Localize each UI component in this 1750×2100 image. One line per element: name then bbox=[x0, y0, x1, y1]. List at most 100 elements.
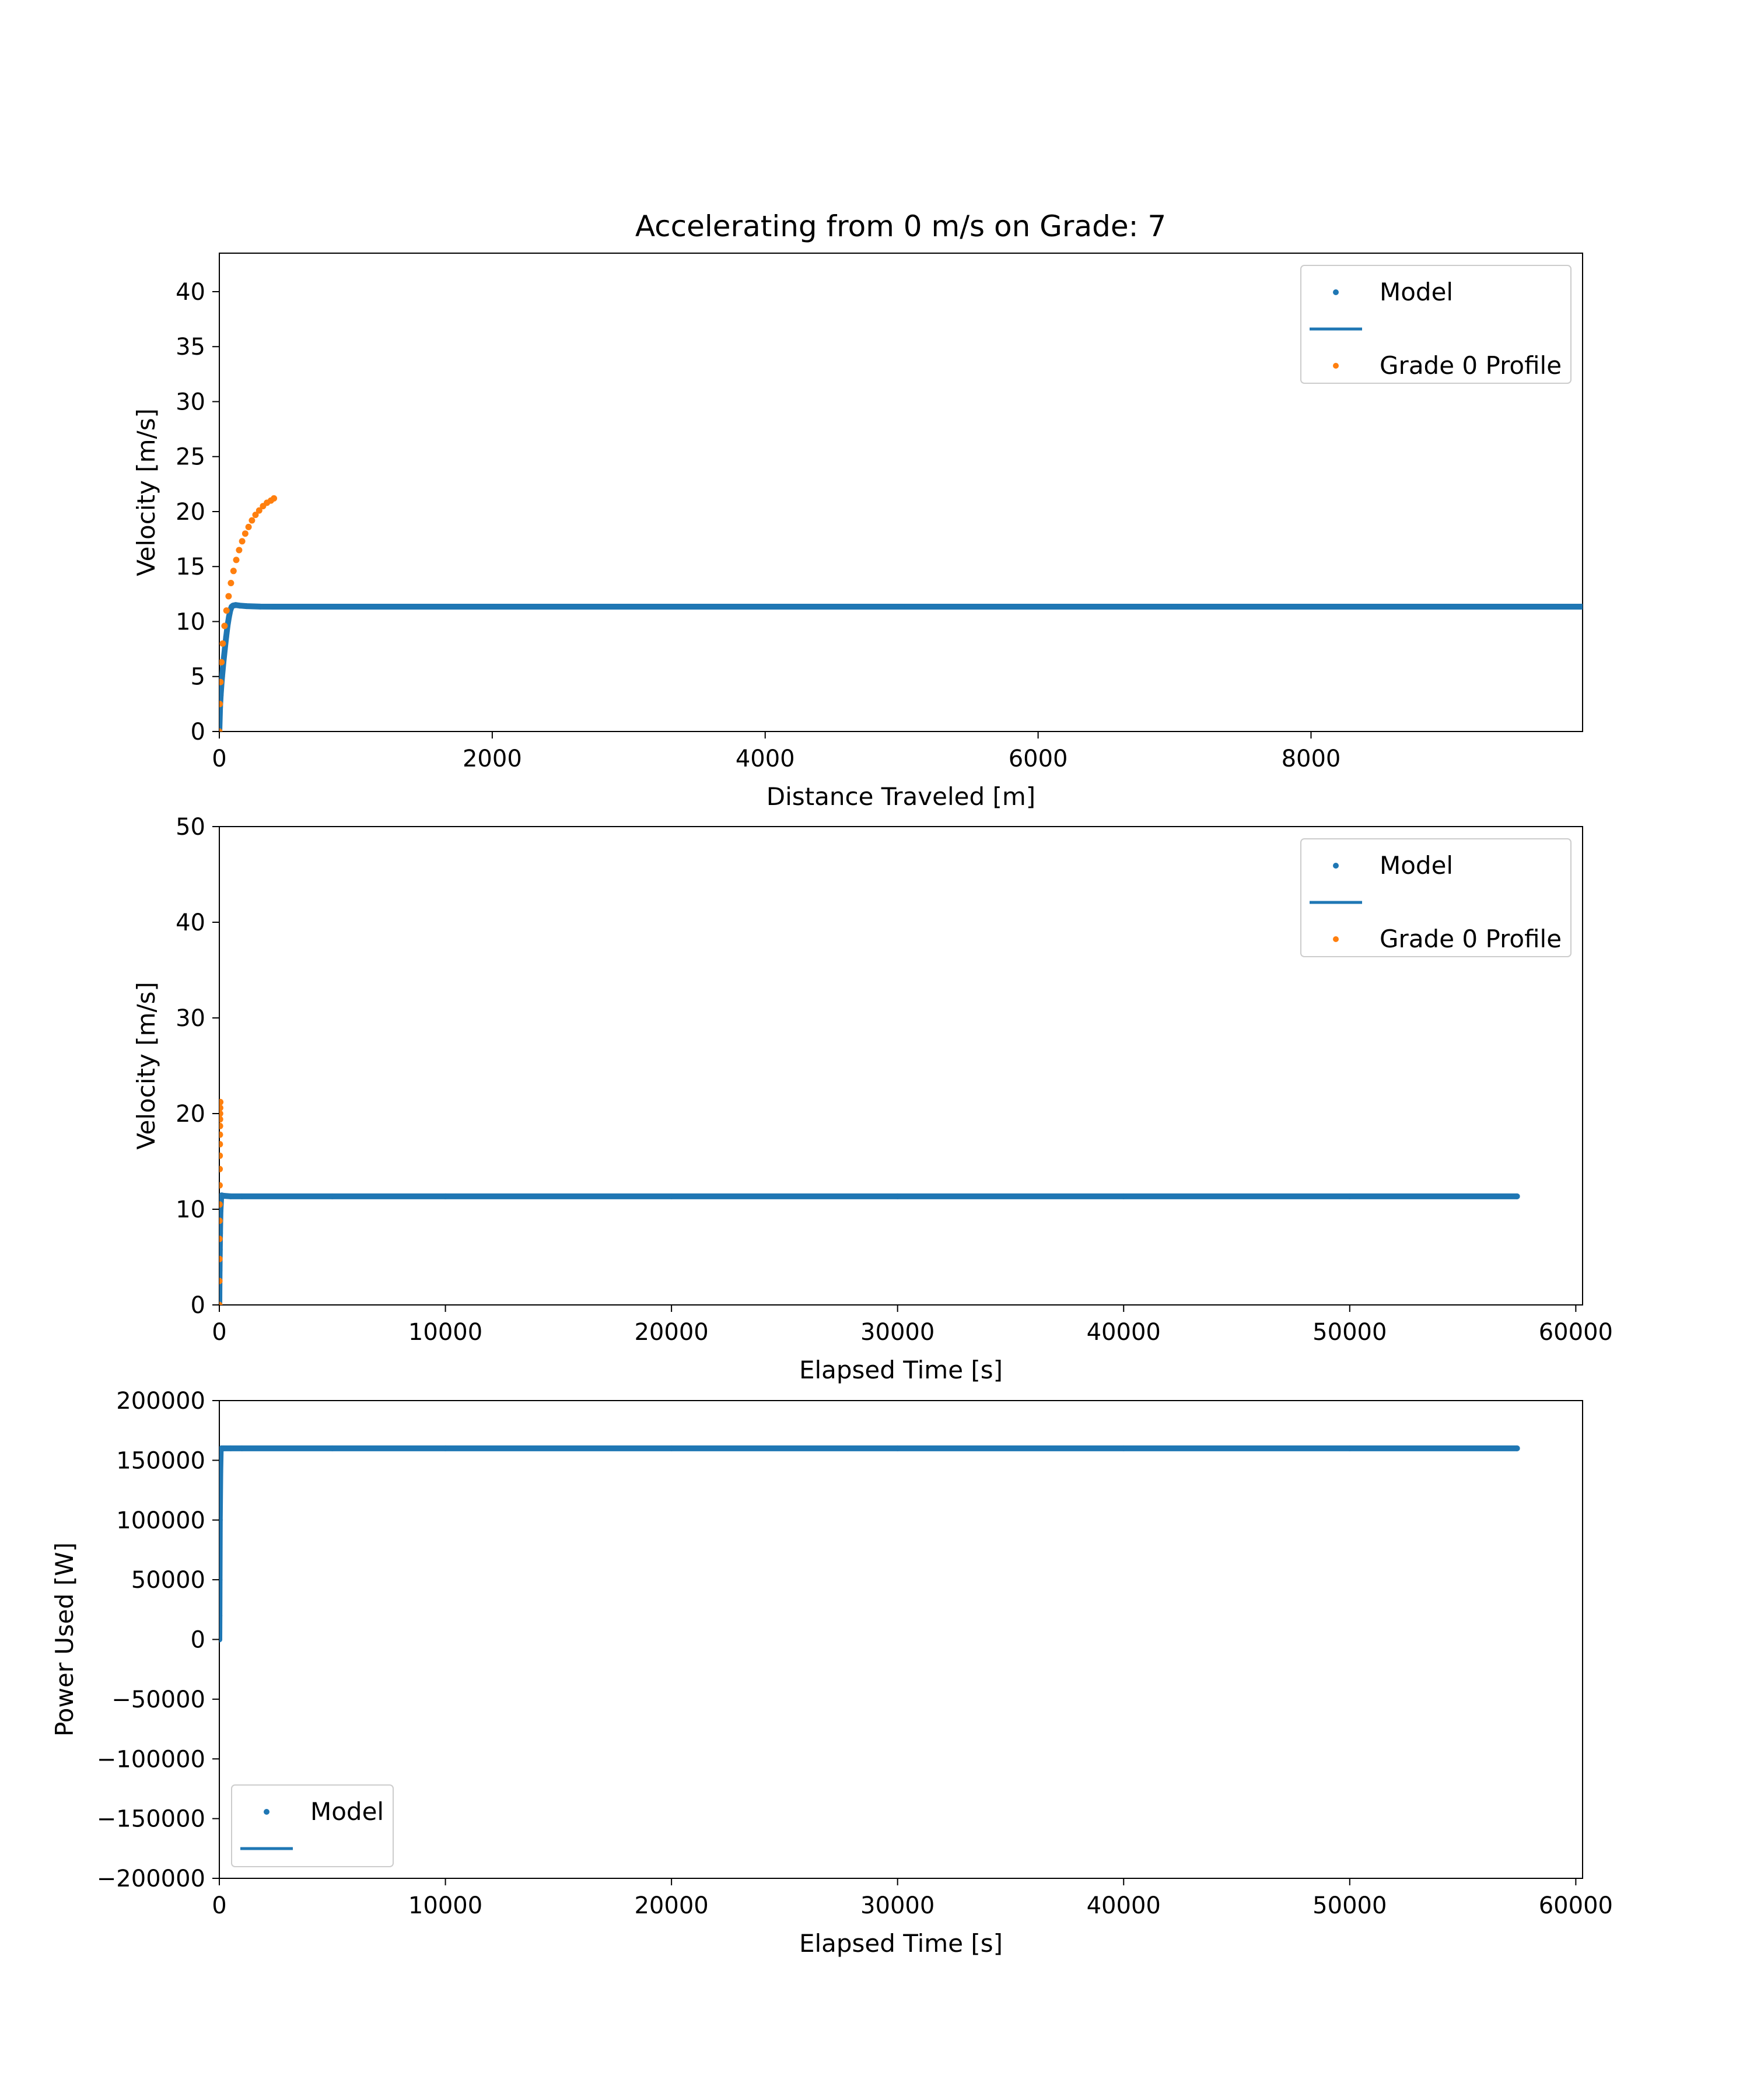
y-tick-label: 100000 bbox=[116, 1507, 205, 1534]
profile-point bbox=[219, 1104, 223, 1111]
profile-point bbox=[219, 1255, 223, 1262]
model-point bbox=[1121, 1445, 1127, 1451]
model-point bbox=[442, 1193, 449, 1199]
model-point bbox=[1514, 1445, 1520, 1451]
profile-point bbox=[249, 517, 256, 524]
x-tick-label: 50000 bbox=[1312, 1892, 1387, 1919]
x-axis-label: Elapsed Time [s] bbox=[799, 1356, 1003, 1384]
profile-point bbox=[271, 495, 278, 502]
profile-point bbox=[219, 1236, 223, 1242]
profile-point bbox=[252, 512, 259, 519]
y-tick-label: −50000 bbox=[111, 1686, 205, 1713]
legend: Model bbox=[231, 1784, 394, 1867]
model-point bbox=[219, 1469, 223, 1475]
y-tick-label: 0 bbox=[191, 1627, 205, 1654]
model-point bbox=[668, 1193, 675, 1199]
x-tick-label: 20000 bbox=[634, 1892, 708, 1919]
model-point bbox=[219, 1246, 223, 1252]
x-tick-label: 4000 bbox=[736, 746, 795, 772]
y-tick-label: 30 bbox=[176, 1005, 205, 1032]
legend-model-marker bbox=[1333, 863, 1339, 869]
y-axis-label: Velocity [m/s] bbox=[132, 982, 160, 1150]
y-tick-label: 200000 bbox=[116, 1388, 205, 1415]
profile-point bbox=[219, 1141, 223, 1147]
profile-point bbox=[242, 530, 249, 537]
model-point bbox=[219, 1636, 222, 1643]
y-tick-label: 30 bbox=[176, 388, 205, 415]
profile-point bbox=[219, 1217, 223, 1224]
x-tick-label: 0 bbox=[212, 746, 226, 772]
series-group bbox=[219, 495, 1583, 732]
velocity-time-panel: 0 10000 20000 30000 40000 50000 60000 0 10 20 30 40… bbox=[132, 814, 1613, 1384]
series-group bbox=[219, 1098, 1520, 1305]
x-tick-label: 60000 bbox=[1539, 1892, 1613, 1919]
chart-title: Accelerating from 0 m/s on Grade: 7 bbox=[635, 209, 1166, 243]
y-tick-label: 10 bbox=[176, 1196, 205, 1223]
y-axis-label: Power Used [W] bbox=[50, 1542, 79, 1737]
model-point bbox=[219, 1268, 223, 1273]
model-point bbox=[223, 634, 229, 640]
model-point bbox=[219, 692, 224, 698]
model-point bbox=[219, 1230, 223, 1236]
model-point bbox=[220, 1445, 227, 1451]
legend-profile-marker bbox=[1333, 363, 1339, 369]
profile-point bbox=[219, 1152, 223, 1159]
model-point bbox=[352, 604, 359, 610]
profile-point bbox=[219, 1278, 223, 1284]
y-tick-label: 15 bbox=[176, 554, 205, 580]
y-tick-label: 35 bbox=[176, 334, 205, 360]
model-point bbox=[250, 603, 257, 610]
model-point bbox=[1346, 1193, 1353, 1199]
profile-point bbox=[236, 547, 243, 554]
profile-point bbox=[219, 1110, 223, 1117]
x-tick-label: 40000 bbox=[1087, 1319, 1161, 1346]
profile-point bbox=[219, 1201, 223, 1208]
x-tick-label: 40000 bbox=[1087, 1892, 1161, 1919]
model-point bbox=[1580, 604, 1583, 610]
profile-point bbox=[219, 1116, 223, 1123]
y-tick-label: 20 bbox=[176, 499, 205, 526]
velocity-distance-panel: 0 2000 4000 6000 8000 0 5 10 15 20 25 30 35 40 Distanc… bbox=[132, 253, 1583, 811]
y-tick-label: 10 bbox=[176, 608, 205, 635]
legend-label: Model bbox=[1380, 851, 1453, 880]
model-point bbox=[1308, 604, 1314, 610]
legend-box bbox=[231, 1784, 394, 1867]
model-line bbox=[219, 1192, 1520, 1305]
x-tick-label: 6000 bbox=[1009, 746, 1068, 772]
model-point bbox=[239, 1193, 245, 1199]
x-axis-label: Distance Traveled [m] bbox=[766, 782, 1035, 811]
model-point bbox=[762, 604, 768, 610]
legend: Model Grade 0 Profile bbox=[1300, 265, 1572, 384]
y-tick-label: 50000 bbox=[131, 1567, 205, 1594]
y-tick-label: 50 bbox=[176, 814, 205, 841]
y-tick-label: −100000 bbox=[97, 1746, 205, 1773]
model-point bbox=[625, 604, 632, 610]
x-tick-label: 60000 bbox=[1539, 1319, 1613, 1346]
profile-point bbox=[219, 1182, 223, 1189]
model-point bbox=[228, 1445, 234, 1451]
x-tick-label: 50000 bbox=[1312, 1319, 1387, 1346]
model-point bbox=[489, 604, 495, 610]
model-point bbox=[219, 673, 225, 680]
profile-point bbox=[219, 1098, 224, 1105]
profile-point bbox=[219, 678, 224, 685]
model-point bbox=[1514, 1193, 1520, 1199]
model-point bbox=[220, 1193, 227, 1199]
y-tick-label: 0 bbox=[191, 1292, 205, 1319]
model-point bbox=[243, 603, 250, 610]
power-time-panel: 0 10000 20000 30000 40000 50000 60000 −200000 −1… bbox=[50, 1388, 1613, 1958]
profile-point bbox=[239, 538, 246, 545]
x-tick-label: 20000 bbox=[634, 1319, 708, 1346]
y-tick-label: −150000 bbox=[97, 1806, 205, 1833]
model-point bbox=[219, 1612, 223, 1619]
model-point bbox=[894, 1193, 901, 1199]
x-tick-label: 8000 bbox=[1282, 746, 1341, 772]
legend-label: Grade 0 Profile bbox=[1380, 925, 1562, 953]
series-group bbox=[219, 1445, 1520, 1643]
y-axis-label: Velocity [m/s] bbox=[132, 408, 160, 576]
x-tick-label: 0 bbox=[212, 1319, 226, 1346]
profile-point bbox=[219, 1131, 223, 1138]
profile-point bbox=[225, 593, 232, 600]
profile-point bbox=[219, 701, 223, 708]
legend-model-marker bbox=[1333, 289, 1339, 295]
